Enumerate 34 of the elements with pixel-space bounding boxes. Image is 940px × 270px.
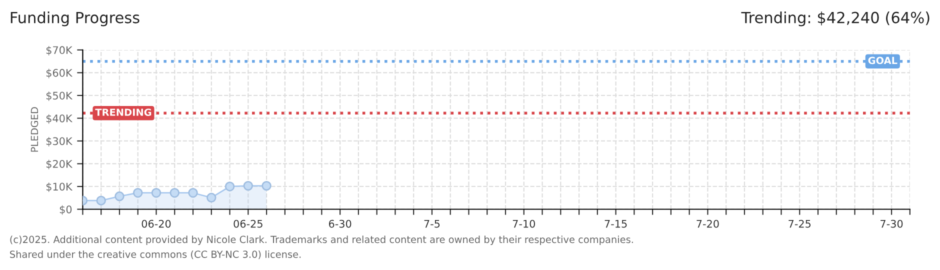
- text: Shared under the creative commons (CC BY-NC 3.0) license.: [10, 250, 301, 260]
- point: [170, 188, 180, 198]
- y-tick-label: $20K: [46, 160, 73, 170]
- x-tick-label: 06-20: [142, 220, 171, 228]
- x-tick-label: 7-5: [424, 220, 440, 228]
- text: Trending: $42,240 (64%): [741, 12, 930, 26]
- x-tick-label: 7-30: [880, 220, 903, 228]
- y-tick-label: $10K: [46, 182, 73, 192]
- y-tick-label: $60K: [46, 68, 73, 78]
- ref-line-label: GOAL: [868, 56, 898, 64]
- y-axis-title: PLEDGED: [30, 107, 38, 152]
- y-tick-label: $0: [60, 205, 72, 215]
- ref-line-label: TRENDING: [95, 108, 152, 116]
- point: [262, 180, 272, 191]
- text: (c)2025. Additional content provided by Nicole Clark. Trademarks and related content are owned by their respective companies.: [10, 236, 633, 246]
- point: [188, 188, 198, 198]
- x-tick-label: 7-15: [604, 220, 627, 228]
- x-tick-label: 06-25: [234, 220, 262, 228]
- point: [96, 196, 106, 206]
- point: [243, 180, 254, 191]
- x-tick-label: 7-25: [788, 220, 811, 228]
- x-tick-label: 7-10: [512, 220, 536, 228]
- y-tick-label: $40K: [46, 114, 73, 124]
- point: [151, 188, 162, 198]
- y-tick-label: $50K: [46, 92, 73, 101]
- point: [206, 192, 216, 203]
- x-tick-label: 6-30: [328, 220, 352, 228]
- x-tick-label: 7-20: [696, 220, 719, 228]
- y-tick-label: $70K: [46, 46, 73, 56]
- point: [224, 182, 235, 192]
- y-tick-label: $30K: [46, 137, 73, 146]
- point: [114, 191, 124, 202]
- chart-title: Funding Progress: [10, 12, 140, 26]
- point: [133, 188, 143, 198]
